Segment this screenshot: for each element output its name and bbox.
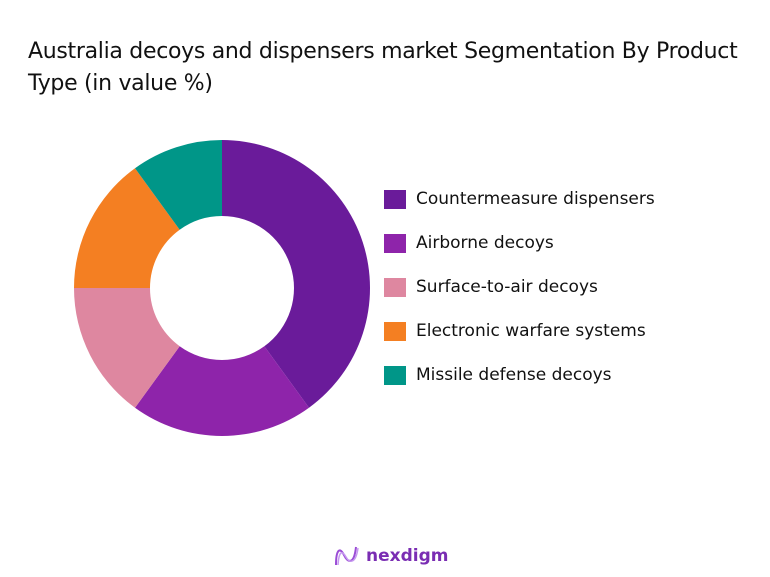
legend-item: Airborne decoys [384, 232, 655, 254]
legend-label: Missile defense decoys [416, 365, 612, 385]
legend-swatch [384, 321, 406, 341]
legend-item: Surface-to-air decoys [384, 276, 655, 298]
legend-item: Countermeasure dispensers [384, 188, 655, 210]
legend: Countermeasure dispensers Airborne decoy… [384, 188, 655, 408]
chart-title: Australia decoys and dispensers market S… [28, 39, 738, 96]
legend-item: Missile defense decoys [384, 364, 655, 386]
donut-chart [74, 140, 370, 436]
legend-label: Electronic warfare systems [416, 321, 646, 341]
donut-segment [222, 140, 370, 408]
legend-swatch [384, 189, 406, 209]
logo-text: nexdigm [366, 546, 449, 566]
donut-segment [135, 346, 309, 436]
donut-segment [135, 140, 222, 230]
legend-swatch [384, 233, 406, 253]
legend-label: Surface-to-air decoys [416, 277, 598, 297]
legend-item: Electronic warfare systems [384, 320, 655, 342]
nexdigm-wave-icon [335, 546, 359, 566]
donut-segment [74, 288, 180, 408]
legend-swatch [384, 365, 406, 385]
legend-label: Countermeasure dispensers [416, 189, 655, 209]
nexdigm-logo: nexdigm [334, 545, 448, 567]
legend-swatch [384, 277, 406, 297]
legend-label: Airborne decoys [416, 233, 554, 253]
donut-segment [74, 168, 180, 288]
